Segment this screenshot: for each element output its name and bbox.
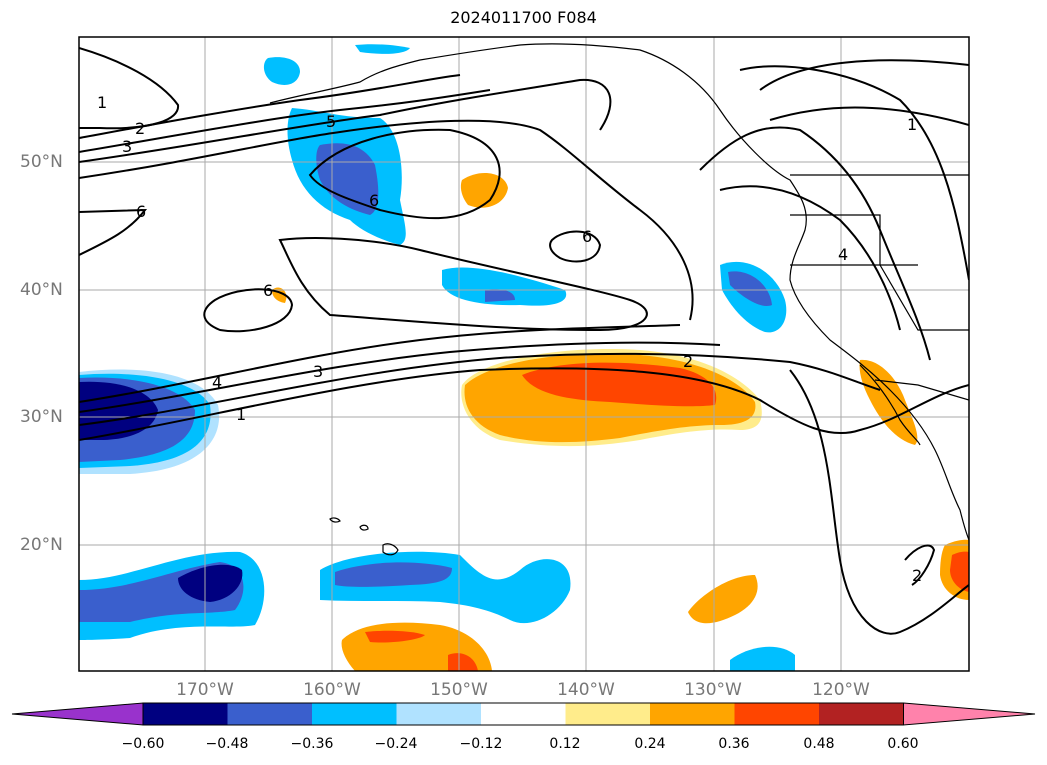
lat-label-30n: 30°N (20, 407, 63, 427)
cb-tick-4: −0.24 (374, 736, 418, 752)
contour-label-6-w: 6 (136, 202, 146, 221)
contour-line-2-south (904, 544, 936, 586)
lon-label-130w: 130°W (684, 680, 742, 700)
alaska-coast (269, 43, 969, 541)
contour-line-north-3 (79, 89, 491, 153)
lat-label-40n: 40°N (20, 280, 63, 300)
contour-line-central-loop (278, 237, 648, 332)
neg-anomaly-central (442, 267, 567, 306)
cb-tick-10: 0.60 (887, 736, 919, 752)
lon-label-120w: 120°W (812, 680, 870, 700)
colorbar-bin-8 (734, 703, 819, 725)
colorbar-bin-3 (312, 703, 397, 725)
cb-tick-5: −0.12 (459, 736, 503, 752)
cb-tick-1: −0.60 (121, 736, 165, 752)
cb-tick-6: 0.12 (549, 736, 581, 752)
contour-line-east (739, 65, 969, 281)
contour-label-3: 3 (313, 362, 323, 381)
cb-tick-3: −0.36 (290, 736, 334, 752)
pos-anomaly-southeast (688, 575, 758, 624)
colorbar-bin-9 (819, 703, 904, 725)
contour-label-3-nw: 3 (122, 137, 132, 156)
contour-line-6-ring (308, 128, 501, 220)
state-line-1 (790, 214, 881, 265)
contour-lines (79, 47, 969, 635)
colorbar-bin-4 (396, 703, 481, 725)
contour-line-north-4 (79, 78, 612, 163)
contour-line-6-oval (203, 288, 294, 333)
contour-line-1-west (79, 367, 969, 441)
coastlines (269, 43, 969, 556)
contour-line-6-west (79, 208, 148, 256)
colorbar-bin-5 (481, 703, 566, 725)
contour-label-6-central: 6 (582, 227, 592, 246)
contour-label-2-south: 2 (912, 566, 922, 585)
contour-label-2-nw: 2 (135, 119, 145, 138)
contour-labels: 1 2 3 6 5 6 6 6 4 3 1 2 1 4 2 (97, 93, 922, 585)
contour-line-2-west (79, 352, 881, 426)
contour-line-3-west (79, 341, 721, 413)
cb-tick-9: 0.48 (803, 736, 835, 752)
mexico-border (874, 379, 969, 401)
pos-anomaly-gulf (460, 173, 508, 208)
contour-line-6-small (549, 230, 602, 263)
lat-label-50n: 50°N (20, 152, 63, 172)
contour-line-north-5 (79, 119, 694, 321)
hawaii-1 (382, 543, 399, 556)
colorbar (11, 702, 1036, 726)
contour-label-1-sw: 1 (236, 405, 246, 424)
contour-line-south-loop (789, 369, 969, 635)
colorbar-bin-1 (143, 703, 228, 725)
contour-label-1-nw: 1 (97, 93, 107, 112)
contour-label-4: 4 (212, 373, 222, 392)
contour-line-1-outer (759, 59, 969, 91)
lon-label-170w: 170°W (176, 680, 234, 700)
contour-line-coast-inner (719, 185, 901, 331)
contour-label-2-central: 2 (683, 352, 693, 371)
colorbar-extend-low (11, 702, 144, 726)
hawaii-3 (329, 517, 341, 523)
contour-line-1-north (769, 106, 969, 126)
contour-line-4-west (79, 324, 681, 403)
state-line-3 (879, 264, 969, 331)
contour-label-6-oval: 6 (263, 281, 273, 300)
hawaii-2 (359, 524, 369, 531)
colorbar-bin-6 (565, 703, 650, 725)
lon-label-140w: 140°W (557, 680, 615, 700)
map-frame (78, 36, 970, 672)
lon-label-150w: 150°W (430, 680, 488, 700)
contour-line-coast (699, 126, 931, 361)
colorbar-bin-7 (650, 703, 735, 725)
contour-label-6-gulf: 6 (369, 191, 379, 210)
baja-coast (859, 364, 921, 446)
colorbar-bin-2 (227, 703, 312, 725)
lon-label-160w: 160°W (303, 680, 361, 700)
contour-line-north-2 (79, 74, 461, 139)
lat-label-20n: 20°N (20, 535, 63, 555)
colorbar-extend-high (903, 702, 1036, 726)
contour-label-4-coast: 4 (838, 245, 848, 264)
contour-label-5: 5 (326, 112, 336, 131)
cb-tick-8: 0.36 (718, 736, 750, 752)
contour-label-1-ne: 1 (907, 115, 917, 134)
map-title: 2024011700 F084 (450, 8, 597, 27)
cb-tick-7: 0.24 (634, 736, 666, 752)
cb-tick-2: −0.48 (205, 736, 249, 752)
